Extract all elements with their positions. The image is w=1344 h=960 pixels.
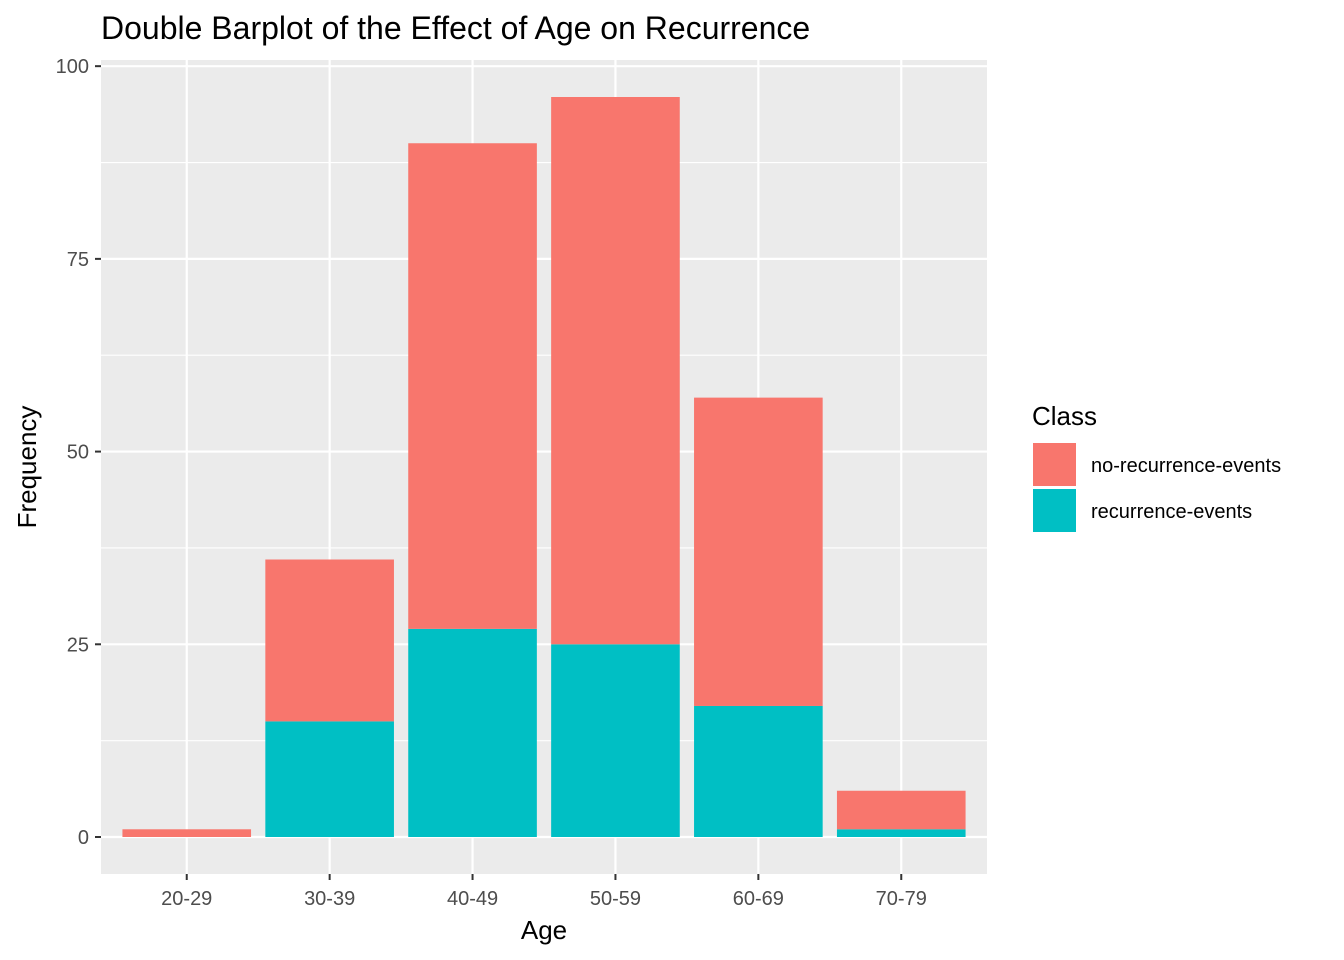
bar-60-69-no-recurrence-events <box>694 397 823 706</box>
x-axis: 20-29 30-39 40-49 50-59 60-69 70-79 <box>161 874 927 910</box>
x-tick-label-1: 30-39 <box>304 888 355 910</box>
bar-40-49-recurrence-events <box>408 628 537 837</box>
y-axis-title: Frequency <box>12 406 42 529</box>
plot-panel <box>101 60 987 874</box>
minor-gridlines <box>101 161 987 742</box>
bar-30-39-no-recurrence-events <box>265 559 394 722</box>
legend-items: no-recurrence-events recurrence-events <box>1033 443 1281 532</box>
x-tick-label-5: 70-79 <box>876 888 927 910</box>
y-tick-label-1: 25 <box>67 634 89 656</box>
legend-key-no-recurrence-events <box>1033 443 1076 486</box>
bar-70-79-no-recurrence-events <box>836 790 966 830</box>
y-axis: 0 25 50 75 100 <box>56 56 101 849</box>
y-tick-label-0: 0 <box>78 827 89 849</box>
x-axis-title: Age <box>521 915 567 945</box>
chart-title: Double Barplot of the Effect of Age on R… <box>101 10 810 46</box>
x-tick-label-0: 20-29 <box>161 888 212 910</box>
legend: Class no-recurrence-events recurrence-eve… <box>1032 401 1281 532</box>
legend-label-no-recurrence-events: no-recurrence-events <box>1091 455 1281 477</box>
y-tick-label-3: 75 <box>67 249 89 271</box>
legend-title: Class <box>1032 401 1097 431</box>
y-tick-label-2: 50 <box>67 442 89 464</box>
legend-key-recurrence-events <box>1033 489 1076 532</box>
x-tick-label-2: 40-49 <box>447 888 498 910</box>
bar-70-79-recurrence-events <box>836 829 966 837</box>
bars <box>122 97 966 837</box>
legend-label-recurrence-events: recurrence-events <box>1091 501 1252 523</box>
x-tick-label-4: 60-69 <box>733 888 784 910</box>
y-tick-label-4: 100 <box>56 56 89 78</box>
bar-40-49-no-recurrence-events <box>408 143 537 629</box>
bar-50-59-recurrence-events <box>551 644 680 837</box>
bar-30-39-recurrence-events <box>265 721 394 837</box>
x-tick-label-3: 50-59 <box>590 888 641 910</box>
bar-50-59-no-recurrence-events <box>551 97 680 645</box>
bar-20-29-no-recurrence-events <box>122 829 252 837</box>
bar-60-69-recurrence-events <box>694 705 823 837</box>
